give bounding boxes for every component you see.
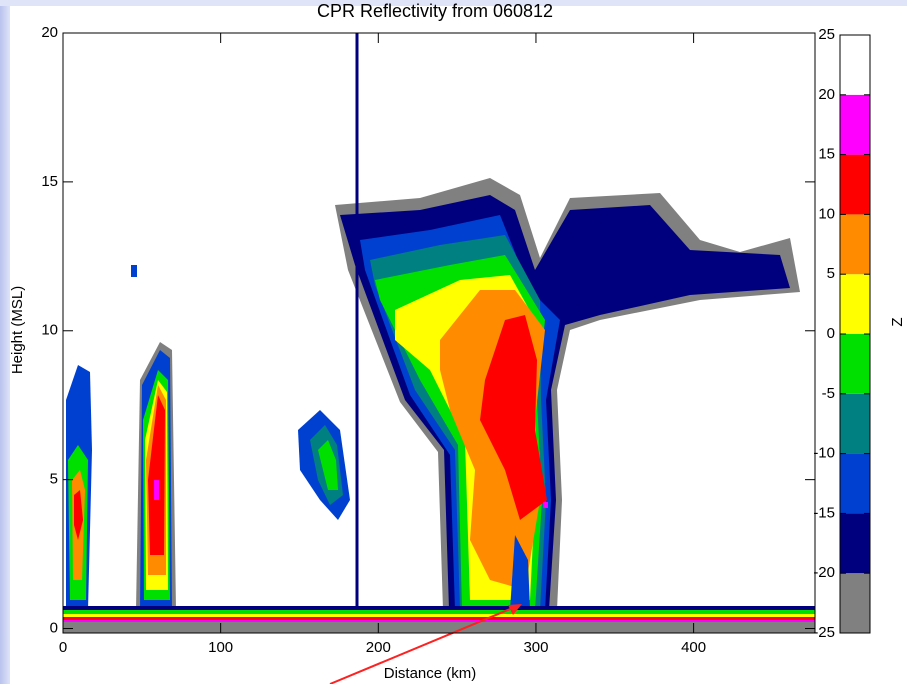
echo-field	[63, 33, 815, 633]
x-tick-label: 0	[59, 639, 67, 656]
surface-echo	[63, 617, 815, 620]
echo-region	[543, 502, 548, 508]
colorbar-tick-label: 20	[818, 86, 835, 103]
colorbar-tick-label: -5	[822, 385, 835, 402]
annotation-arrowhead	[508, 604, 522, 615]
colorbar-tick-label: 15	[818, 146, 835, 163]
echo-region	[148, 395, 165, 555]
colorbar-swatch	[840, 154, 870, 215]
surface-echo	[63, 610, 815, 614]
y-tick-label: 10	[41, 322, 58, 339]
colorbar-tick-label: 10	[818, 205, 835, 222]
colorbar-tick-label: -25	[813, 624, 835, 641]
colorbar-swatch	[840, 453, 870, 514]
colorbar-tick-label: 0	[827, 325, 835, 342]
y-tick-label: 15	[41, 173, 58, 190]
colorbar-swatch	[840, 214, 870, 275]
x-tick-label: 400	[681, 639, 706, 656]
colorbar-swatch	[840, 35, 870, 95]
colorbar-swatch	[840, 513, 870, 574]
page-edge	[0, 0, 10, 684]
echo-region	[154, 480, 159, 500]
x-tick-label: 100	[208, 639, 233, 656]
y-tick-label: 5	[50, 471, 58, 488]
surface-echo	[63, 620, 815, 622]
y-tick-label: 0	[50, 620, 58, 637]
colorbar-tick-label: -15	[813, 504, 835, 521]
annotation-arrow	[329, 606, 516, 684]
echo-region	[510, 535, 530, 610]
surface-echo	[63, 614, 815, 617]
colorbar-tick-label: 25	[818, 26, 835, 43]
echo-region	[480, 315, 547, 520]
colorbar-label: Z	[889, 317, 906, 326]
colorbar-swatch	[840, 334, 870, 394]
colorbar-swatch	[840, 94, 870, 155]
colorbar-swatch	[840, 274, 870, 334]
colorbar-swatch	[840, 573, 870, 633]
colorbar-swatch	[840, 393, 870, 454]
y-axis-label: Height (MSL)	[9, 286, 26, 374]
page-edge	[0, 0, 907, 6]
x-axis-label: Distance (km)	[384, 665, 477, 682]
x-tick-label: 200	[366, 639, 391, 656]
y-tick-label: 20	[41, 24, 58, 41]
echo-region	[74, 490, 83, 540]
surface-echo	[63, 622, 815, 633]
chart-title: CPR Reflectivity from 060812	[317, 1, 553, 21]
surface-echo	[63, 606, 815, 610]
x-tick-label: 300	[523, 639, 548, 656]
colorbar-tick-label: 5	[827, 265, 835, 282]
plot-frame	[62, 32, 816, 634]
echo-region	[131, 265, 137, 277]
echo-region	[318, 440, 338, 490]
colorbar-tick-label: -20	[813, 564, 835, 581]
colorbar-tick-label: -10	[813, 445, 835, 462]
